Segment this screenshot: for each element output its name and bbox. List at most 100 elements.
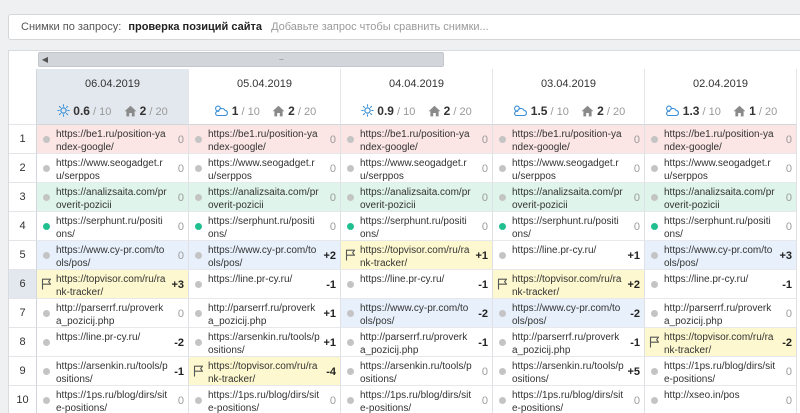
- position-cell[interactable]: https://be1.ru/position-yandex-google/0: [493, 125, 645, 154]
- site-url[interactable]: https://line.pr-cy.ru/: [360, 274, 445, 285]
- site-url[interactable]: https://www.cy-pr.com/tools/pos/: [360, 303, 469, 327]
- snapshot-header[interactable]: 03.04.2019 1.5 / 10 2 / 20: [493, 69, 645, 125]
- site-url[interactable]: https://1ps.ru/blog/dirs/site-positions/: [664, 361, 776, 385]
- site-url[interactable]: https://analizsaita.com/proverit-pozicii: [208, 187, 319, 211]
- site-url[interactable]: https://analizsaita.com/proverit-pozicii: [512, 187, 623, 211]
- site-url[interactable]: https://www.seogadget.ru/serppos: [360, 158, 467, 182]
- position-cell[interactable]: https://analizsaita.com/proverit-pozicii…: [189, 183, 341, 212]
- site-url[interactable]: https://line.pr-cy.ru/: [512, 245, 597, 256]
- site-url[interactable]: https://topvisor.com/ru/rank-tracker/: [664, 332, 774, 356]
- site-url[interactable]: http://parserrf.ru/proverka_pozicij.php: [664, 303, 772, 327]
- site-url[interactable]: https://arsenkin.ru/tools/positions/: [56, 361, 168, 385]
- position-cell[interactable]: https://analizsaita.com/proverit-pozicii…: [341, 183, 493, 212]
- position-cell[interactable]: https://line.pr-cy.ru/ -1: [189, 270, 341, 299]
- query-text[interactable]: проверка позиций сайта: [128, 21, 262, 33]
- site-url[interactable]: https://serphunt.ru/positions/: [512, 216, 619, 240]
- position-cell[interactable]: https://serphunt.ru/positions/0: [645, 212, 797, 241]
- site-url[interactable]: https://1ps.ru/blog/dirs/site-positions/: [512, 390, 624, 413]
- position-cell[interactable]: https://www.seogadget.ru/serppos 0: [645, 154, 797, 183]
- snapshot-header[interactable]: 06.04.2019 0.6 / 10 2 / 20: [37, 69, 189, 125]
- snapshot-header[interactable]: 04.04.2019 0.9 / 10 2 / 20: [341, 69, 493, 125]
- site-url[interactable]: https://topvisor.com/ru/rank-tracker/: [56, 274, 166, 298]
- position-cell[interactable]: https://line.pr-cy.ru/ -2: [37, 328, 189, 357]
- position-cell[interactable]: https://analizsaita.com/proverit-pozicii…: [37, 183, 189, 212]
- site-url[interactable]: https://be1.ru/position-yandex-google/: [208, 129, 318, 153]
- site-url[interactable]: https://www.cy-pr.com/tools/pos/: [664, 245, 773, 269]
- site-url[interactable]: https://1ps.ru/blog/dirs/site-positions/: [360, 390, 472, 413]
- position-cell[interactable]: http://xseo.in/pos 0: [645, 386, 797, 413]
- site-url[interactable]: https://line.pr-cy.ru/: [664, 274, 749, 285]
- site-url[interactable]: https://www.cy-pr.com/tools/pos/: [512, 303, 621, 327]
- position-cell[interactable]: https://be1.ru/position-yandex-google/0: [341, 125, 493, 154]
- scroll-left-arrow-icon[interactable]: ◀: [41, 55, 49, 64]
- position-cell[interactable]: http://parserrf.ru/proverka_pozicij.php -…: [341, 328, 493, 357]
- position-cell[interactable]: https://be1.ru/position-yandex-google/0: [37, 125, 189, 154]
- site-url[interactable]: https://analizsaita.com/proverit-pozicii: [664, 187, 775, 211]
- site-url[interactable]: https://topvisor.com/ru/rank-tracker/: [512, 274, 622, 298]
- position-cell[interactable]: https://line.pr-cy.ru/ -1: [341, 270, 493, 299]
- position-cell[interactable]: https://www.cy-pr.com/tools/pos/ -2: [493, 299, 645, 328]
- site-url[interactable]: https://serphunt.ru/positions/: [664, 216, 771, 240]
- position-cell[interactable]: https://1ps.ru/blog/dirs/site-positions/…: [493, 386, 645, 413]
- position-cell[interactable]: https://topvisor.com/ru/rank-tracker/ -2: [645, 328, 797, 357]
- site-url[interactable]: https://analizsaita.com/proverit-pozicii: [360, 187, 471, 211]
- position-cell[interactable]: https://analizsaita.com/proverit-pozicii…: [493, 183, 645, 212]
- site-url[interactable]: https://serphunt.ru/positions/: [208, 216, 315, 240]
- position-cell[interactable]: http://parserrf.ru/proverka_pozicij.php +…: [189, 299, 341, 328]
- site-url[interactable]: http://xseo.in/pos: [664, 390, 740, 401]
- position-cell[interactable]: https://www.seogadget.ru/serppos 0: [189, 154, 341, 183]
- site-url[interactable]: https://be1.ru/position-yandex-google/: [512, 129, 622, 153]
- site-url[interactable]: http://parserrf.ru/proverka_pozicij.php: [360, 332, 468, 356]
- position-cell[interactable]: https://line.pr-cy.ru/ +1: [493, 241, 645, 270]
- site-url[interactable]: https://line.pr-cy.ru/: [56, 332, 141, 343]
- position-cell[interactable]: http://parserrf.ru/proverka_pozicij.php -…: [493, 328, 645, 357]
- position-cell[interactable]: https://serphunt.ru/positions/0: [341, 212, 493, 241]
- query-bar[interactable]: Снимки по запросу: проверка позиций сайт…: [8, 14, 800, 40]
- site-url[interactable]: http://parserrf.ru/proverka_pozicij.php: [56, 303, 164, 327]
- position-cell[interactable]: https://topvisor.com/ru/rank-tracker/ +1: [341, 241, 493, 270]
- site-url[interactable]: https://www.cy-pr.com/tools/pos/: [56, 245, 165, 269]
- site-url[interactable]: https://analizsaita.com/proverit-pozicii: [56, 187, 167, 211]
- site-url[interactable]: https://be1.ru/position-yandex-google/: [360, 129, 470, 153]
- site-url[interactable]: https://topvisor.com/ru/rank-tracker/: [360, 245, 470, 269]
- position-cell[interactable]: https://arsenkin.ru/tools/positions/0: [341, 357, 493, 386]
- position-cell[interactable]: https://serphunt.ru/positions/0: [189, 212, 341, 241]
- position-cell[interactable]: https://arsenkin.ru/tools/positions/+5: [493, 357, 645, 386]
- site-url[interactable]: https://arsenkin.ru/tools/positions/: [360, 361, 472, 385]
- site-url[interactable]: https://be1.ru/position-yandex-google/: [56, 129, 166, 153]
- position-cell[interactable]: https://www.cy-pr.com/tools/pos/ +2: [189, 241, 341, 270]
- site-url[interactable]: https://1ps.ru/blog/dirs/site-positions/: [208, 390, 320, 413]
- site-url[interactable]: https://arsenkin.ru/tools/positions/: [512, 361, 624, 385]
- site-url[interactable]: https://topvisor.com/ru/rank-tracker/: [208, 361, 318, 385]
- position-cell[interactable]: https://1ps.ru/blog/dirs/site-positions/…: [645, 357, 797, 386]
- site-url[interactable]: http://parserrf.ru/proverka_pozicij.php: [208, 303, 316, 327]
- site-url[interactable]: https://line.pr-cy.ru/: [208, 274, 293, 285]
- site-url[interactable]: https://serphunt.ru/positions/: [56, 216, 163, 240]
- site-url[interactable]: https://www.seogadget.ru/serppos: [208, 158, 315, 182]
- position-cell[interactable]: https://1ps.ru/blog/dirs/site-positions/…: [37, 386, 189, 413]
- scrollbar-thumb[interactable]: [38, 52, 444, 67]
- site-url[interactable]: https://www.seogadget.ru/serppos: [664, 158, 771, 182]
- horizontal-scrollbar[interactable]: ◀ ...: [9, 51, 800, 69]
- site-url[interactable]: https://www.seogadget.ru/serppos: [512, 158, 619, 182]
- site-url[interactable]: http://parserrf.ru/proverka_pozicij.php: [512, 332, 620, 356]
- add-query-input[interactable]: Добавьте запрос чтобы сравнить снимки...: [271, 21, 489, 33]
- position-cell[interactable]: https://topvisor.com/ru/rank-tracker/ +2: [493, 270, 645, 299]
- site-url[interactable]: https://1ps.ru/blog/dirs/site-positions/: [56, 390, 168, 413]
- position-cell[interactable]: http://parserrf.ru/proverka_pozicij.php 0: [37, 299, 189, 328]
- site-url[interactable]: https://serphunt.ru/positions/: [360, 216, 467, 240]
- position-cell[interactable]: https://arsenkin.ru/tools/positions/ -1: [37, 357, 189, 386]
- position-cell[interactable]: https://topvisor.com/ru/rank-tracker/ +3: [37, 270, 189, 299]
- site-url[interactable]: https://www.seogadget.ru/serppos: [56, 158, 163, 182]
- position-cell[interactable]: https://www.cy-pr.com/tools/pos/0: [37, 241, 189, 270]
- position-cell[interactable]: https://www.cy-pr.com/tools/pos/ +3: [645, 241, 797, 270]
- position-cell[interactable]: https://www.seogadget.ru/serppos 0: [493, 154, 645, 183]
- position-cell[interactable]: https://be1.ru/position-yandex-google/0: [189, 125, 341, 154]
- site-url[interactable]: https://arsenkin.ru/tools/positions/: [208, 332, 320, 356]
- position-cell[interactable]: https://serphunt.ru/positions/0: [493, 212, 645, 241]
- position-cell[interactable]: https://topvisor.com/ru/rank-tracker/ -4: [189, 357, 341, 386]
- snapshot-header[interactable]: 05.04.2019 1 / 10 2 / 20: [189, 69, 341, 125]
- position-cell[interactable]: https://arsenkin.ru/tools/positions/+1: [189, 328, 341, 357]
- position-cell[interactable]: https://serphunt.ru/positions/0: [37, 212, 189, 241]
- snapshot-header[interactable]: 02.04.2019 1.3 / 10 1 / 20: [645, 69, 797, 125]
